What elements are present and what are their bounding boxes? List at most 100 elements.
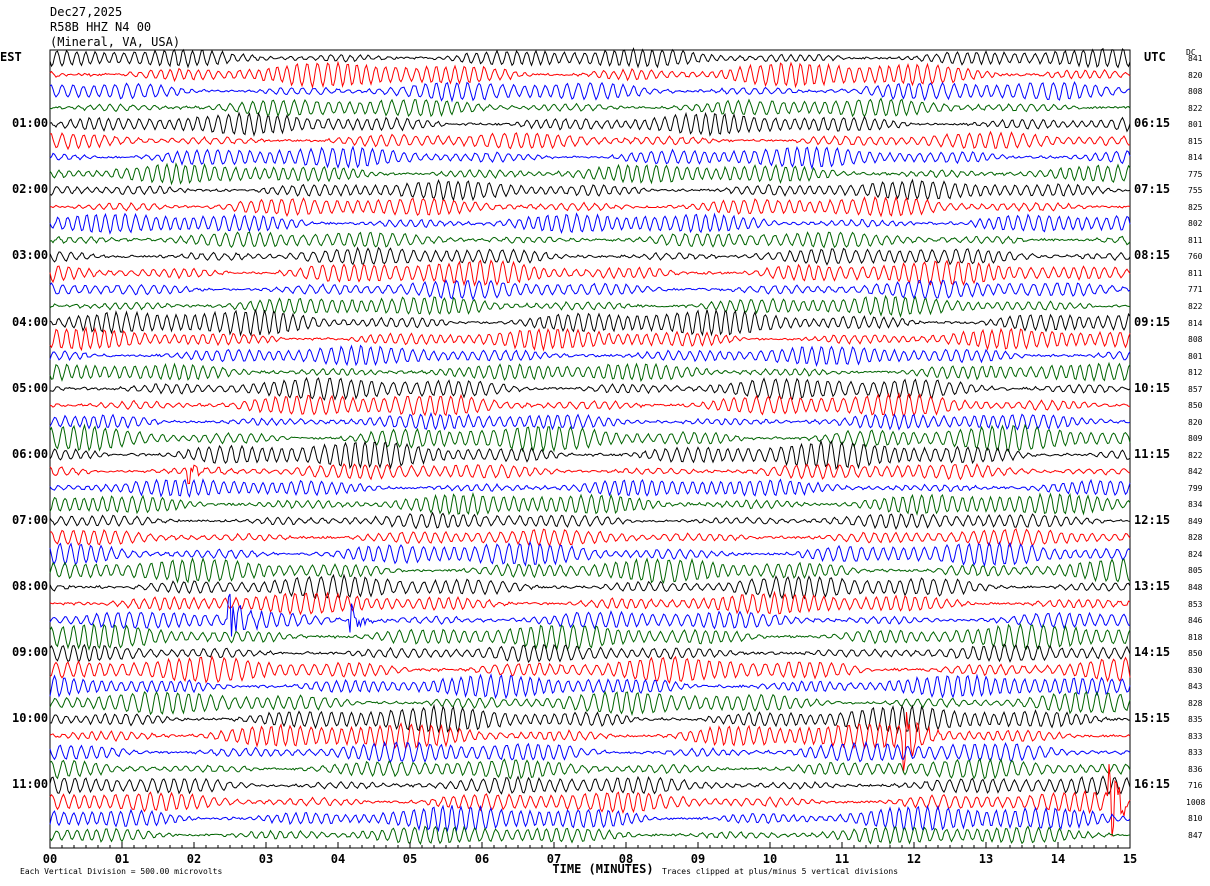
dc-offset-label: 822 [1188,103,1203,113]
trace-row-20 [49,376,1131,401]
dc-offset-label: 820 [1188,70,1203,80]
trace-row-8 [49,178,1131,202]
dc-offset-label: 833 [1188,731,1203,741]
x-tick-label: 02 [186,852,202,866]
location-label: (Mineral, VA, USA) [50,35,181,49]
trace-row-32 [49,573,1131,600]
x-tick-label: 09 [690,852,706,866]
x-tick-label: 01 [114,852,130,866]
dc-offset-label: 801 [1188,351,1203,361]
trace-row-24 [49,439,1131,470]
dc-offset-label: 834 [1188,500,1203,510]
trace-row-44 [49,775,1131,796]
trace-row-12 [49,246,1131,266]
dc-offset-label: 853 [1188,599,1203,609]
date-label: Dec27,2025 [50,5,123,19]
dc-offset-label: 716 [1188,781,1203,791]
dc-offset-label: 848 [1188,583,1203,593]
right-hour-label: 06:15 [1134,116,1171,131]
dc-offset-label: 822 [1188,450,1203,460]
trace-row-18 [49,344,1131,368]
x-tick-label: 11 [834,852,850,866]
left-hour-label: 03:00 [12,248,49,263]
x-tick-label: 00 [42,852,58,866]
right-hour-label: 11:15 [1134,446,1171,461]
right-hour-label: 16:15 [1134,777,1171,792]
scale-note: Each Vertical Division = 500.00 microvol… [20,867,223,876]
trace-row-45 [49,764,1131,837]
dc-offset-label: 811 [1188,268,1203,278]
trace-row-30 [49,540,1131,568]
left-hour-label: 08:00 [12,579,49,594]
trace-row-33 [49,590,1131,616]
dc-offset-label: 814 [1188,318,1203,328]
dc-offset-label: 846 [1188,616,1203,626]
x-tick-label: 12 [906,852,922,866]
trace-row-14 [49,279,1131,301]
trace-row-39 [49,690,1131,717]
dc-offset-label: 850 [1188,401,1203,411]
trace-row-2 [49,80,1131,103]
clip-note: Traces clipped at plus/minus 5 vertical … [662,867,899,876]
trace-row-37 [49,655,1131,685]
x-tick-label: 06 [474,852,490,866]
dc-offset-label: 812 [1188,368,1203,378]
dc-offset-label: 841 [1188,54,1203,63]
left-hour-label: 10:00 [12,711,49,726]
right-hour-label: 09:15 [1134,314,1171,329]
trace-row-1 [49,60,1131,90]
dc-offset-label: 809 [1188,434,1203,444]
dc-title: DC [1186,48,1196,57]
dc-offset-label: 818 [1188,632,1203,642]
trace-row-10 [49,212,1131,235]
trace-row-38 [49,673,1131,700]
dc-offset-label: 771 [1188,285,1203,295]
trace-row-5 [49,130,1131,151]
dc-offset-label: 760 [1188,252,1203,262]
left-hour-label: 04:00 [12,314,49,329]
trace-row-16 [49,308,1131,337]
trace-row-15 [49,294,1131,318]
dc-offset-label: 815 [1188,136,1203,146]
dc-offset-label: 828 [1188,533,1203,543]
right-hour-label: 14:15 [1134,645,1171,660]
trace-row-47 [49,825,1131,846]
dc-offset-label: 820 [1188,417,1203,427]
x-tick-label: 07 [546,852,562,866]
trace-row-23 [49,423,1131,453]
dc-offset-label: 801 [1188,120,1203,130]
trace-row-4 [49,111,1131,137]
trace-row-35 [49,622,1131,652]
left-hour-label: 11:00 [12,777,49,792]
x-tick-label: 04 [330,852,346,866]
left-hour-label: 02:00 [12,182,49,197]
utc-label: UTC [1144,50,1166,64]
trace-row-25 [49,463,1131,485]
right-hour-label: 15:15 [1134,711,1171,726]
dc-offset-label: 814 [1188,153,1203,163]
dc-offset-label: 833 [1188,748,1203,758]
right-hour-label: 10:15 [1134,380,1171,395]
trace-row-6 [49,145,1131,170]
trace-row-34 [49,593,1131,637]
trace-row-28 [49,511,1131,531]
dc-offset-label: 843 [1188,682,1203,692]
dc-offset-label: 810 [1188,814,1203,824]
trace-row-26 [49,478,1131,499]
left-hour-label: 05:00 [12,380,49,395]
right-hour-label: 07:15 [1134,182,1171,197]
trace-row-42 [49,740,1131,764]
dc-offset-label: 857 [1188,384,1203,394]
trace-row-31 [49,556,1131,584]
x-tick-label: 14 [1050,852,1066,866]
x-tick-label: 05 [402,852,418,866]
left-hour-label: 01:00 [12,116,49,131]
trace-row-13 [49,259,1131,287]
dc-offset-label: 811 [1188,235,1203,245]
dc-offset-label: 849 [1188,516,1203,526]
dc-offset-label: 802 [1188,219,1203,229]
dc-offset-label: 775 [1188,169,1203,179]
dc-offset-label: 828 [1188,698,1203,708]
